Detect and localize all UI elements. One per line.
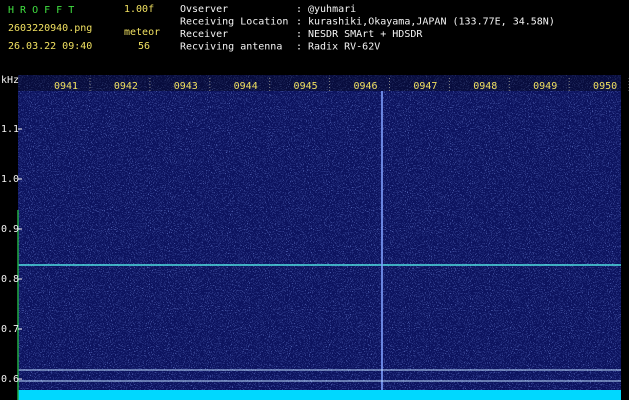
time-label: 0945 [294,81,318,92]
info-label: Ovserver [180,4,228,15]
info-label: Receiving Location [180,17,288,28]
info-separator: : [296,4,302,15]
info-value: kurashiki,Okayama,JAPAN (133.77E, 34.58N… [308,17,555,28]
version: 1.00f [124,4,154,15]
time-label: 0942 [114,81,138,92]
info-value: Radix RV-62V [308,42,380,53]
date-time: 26.03.22 09:40 [8,41,92,52]
y-tick-label: 0.6 [1,374,19,385]
y-tick-label: 1.0 [1,174,19,185]
info-label: Recviving antenna [180,42,282,53]
y-tick-label: 0.8 [1,274,19,285]
info-separator: : [296,29,302,40]
info-separator: : [296,42,302,53]
time-label: 0950 [593,81,617,92]
y-unit: kHz [1,75,19,86]
y-tick-label: 1.1 [1,124,19,135]
time-label: 0943 [174,81,198,92]
time-label: 0948 [473,81,497,92]
info-separator: : [296,17,302,28]
count: 56 [138,41,150,52]
time-label: 0941 [54,81,78,92]
info-value: NESDR SMArt + HDSDR [308,29,423,40]
time-label: 0944 [234,81,258,92]
level-strip [18,390,621,400]
time-label: 0946 [353,81,377,92]
y-tick-label: 0.9 [1,224,19,235]
count-label: meteor [124,27,160,38]
time-band [18,75,621,91]
time-label: 0947 [413,81,437,92]
time-label: 0949 [533,81,557,92]
spectrogram-noise [18,75,621,400]
info-value: @yuhmari [308,4,356,15]
y-tick-label: 0.7 [1,324,19,335]
app-name: H R O F F T [8,5,74,16]
file-name: 2603220940.png [8,23,92,34]
info-label: Receiver [180,29,228,40]
